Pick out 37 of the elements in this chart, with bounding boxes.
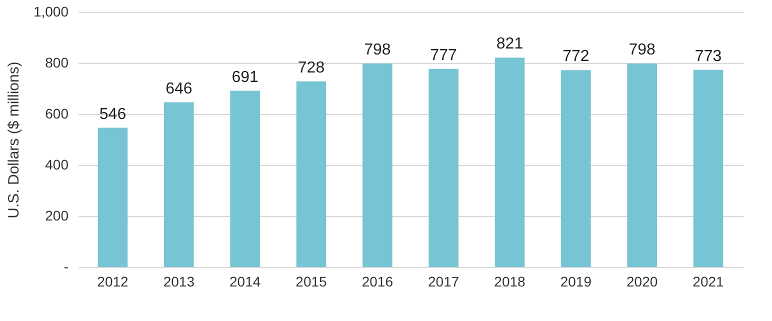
x-tick-label: 2017 bbox=[428, 274, 460, 290]
data-label: 777 bbox=[430, 46, 458, 64]
data-label: 798 bbox=[364, 42, 391, 59]
bar bbox=[428, 68, 458, 267]
bar bbox=[693, 70, 724, 267]
x-tick-label: 2013 bbox=[163, 274, 195, 290]
bar bbox=[561, 70, 591, 267]
y-tick-label: - bbox=[64, 258, 69, 274]
y-tick-label: 200 bbox=[45, 208, 69, 224]
bar bbox=[230, 90, 260, 267]
data-label: 772 bbox=[562, 48, 590, 66]
bar bbox=[494, 58, 525, 267]
data-label: 773 bbox=[694, 48, 722, 65]
x-tick-label: 2014 bbox=[230, 274, 261, 290]
x-tick-label: 2020 bbox=[626, 274, 658, 290]
y-axis-title: U.S. Dollars ($ millions) bbox=[5, 62, 22, 218]
x-tick-label: 2015 bbox=[296, 274, 328, 290]
y-tick-label: 800 bbox=[45, 54, 69, 70]
bar bbox=[627, 64, 657, 267]
data-label: 728 bbox=[298, 59, 325, 76]
bar bbox=[98, 128, 128, 267]
x-tick-label: 2012 bbox=[97, 274, 129, 290]
data-label: 691 bbox=[232, 68, 259, 86]
x-tick-label: 2019 bbox=[560, 274, 592, 290]
data-label: 646 bbox=[166, 80, 192, 98]
y-tick-label: 1,000 bbox=[33, 4, 69, 20]
y-tick-label: 600 bbox=[45, 106, 69, 122]
bar bbox=[362, 64, 392, 267]
data-label: 546 bbox=[99, 106, 126, 123]
y-tick-label: 400 bbox=[45, 156, 69, 172]
data-label: 821 bbox=[496, 36, 524, 53]
bar bbox=[296, 81, 326, 267]
data-label: 798 bbox=[628, 42, 656, 59]
bar bbox=[164, 102, 194, 267]
x-tick-label: 2021 bbox=[692, 274, 724, 290]
x-tick-label: 2018 bbox=[494, 274, 526, 290]
x-tick-label: 2016 bbox=[362, 274, 394, 290]
